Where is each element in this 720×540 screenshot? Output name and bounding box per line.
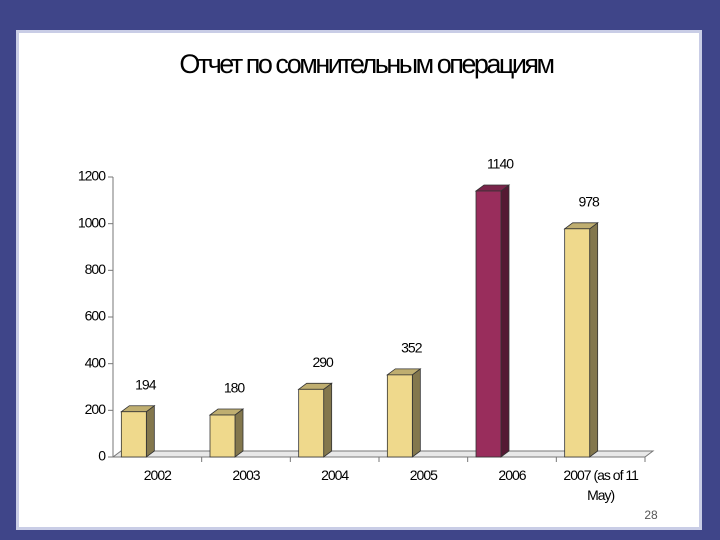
bar	[386, 374, 413, 458]
y-tick-label: 800	[85, 261, 107, 277]
value-label: 1140	[487, 156, 514, 172]
bar	[209, 414, 236, 458]
x-tick-label: 2002	[143, 467, 172, 483]
value-label: 978	[578, 194, 600, 210]
x-tick-label: 2007 (as of 11 May)	[563, 467, 638, 503]
bar	[475, 190, 502, 458]
y-tick-label: 1200	[78, 168, 106, 184]
value-label: 290	[312, 354, 334, 370]
y-tick-label: 0	[98, 448, 106, 464]
value-label: 352	[401, 340, 423, 356]
bar-side	[323, 382, 333, 458]
bar-side	[589, 222, 599, 458]
y-tick-label: 1000	[78, 214, 106, 230]
bar-side	[145, 404, 155, 458]
bar-side	[500, 184, 510, 458]
x-tick-label: 2004	[321, 467, 349, 483]
y-tick-label: 600	[85, 308, 107, 324]
x-tick-label: 2003	[232, 467, 260, 483]
bar	[564, 228, 591, 458]
bar	[298, 388, 325, 458]
page-number: 28	[644, 508, 658, 522]
x-tick-label: 2006	[498, 467, 526, 483]
bar	[120, 411, 147, 458]
bar-side	[234, 408, 244, 458]
x-tick-label: 2005	[409, 467, 438, 483]
value-label: 194	[135, 376, 157, 392]
y-tick-label: 200	[85, 401, 107, 417]
bar-side	[411, 368, 421, 458]
chart-title: Отчет по сомнительным операциям	[179, 49, 553, 79]
y-tick-label: 400	[85, 354, 107, 370]
value-label: 180	[224, 380, 246, 396]
